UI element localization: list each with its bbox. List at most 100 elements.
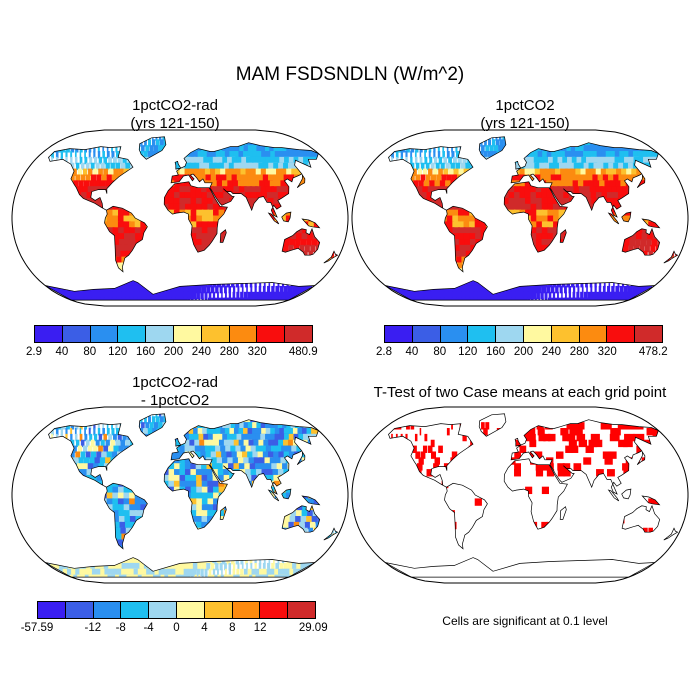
map-cell	[105, 256, 114, 264]
map-cell	[536, 239, 543, 247]
map-cell	[311, 428, 324, 436]
map-cell	[199, 168, 208, 176]
map-cell	[173, 197, 181, 206]
map-cell	[144, 439, 151, 448]
map-cell	[451, 151, 455, 159]
map-cell	[571, 156, 581, 165]
map-cell	[524, 274, 531, 282]
map-cell	[429, 136, 439, 141]
map-cell	[524, 186, 532, 194]
map-cell	[580, 209, 589, 218]
map-cell	[68, 533, 78, 541]
map-cell	[510, 145, 517, 153]
map-cell	[224, 498, 232, 506]
map-cell	[162, 239, 171, 247]
map-cell	[664, 203, 672, 212]
map-cell	[558, 221, 566, 229]
map-cell	[646, 180, 656, 188]
map-cell	[409, 239, 418, 247]
map-cell	[257, 221, 265, 229]
map-cell	[633, 139, 650, 147]
map-cell	[556, 256, 563, 264]
map-cell	[62, 480, 70, 489]
map-cell	[564, 268, 570, 276]
map-cell	[514, 274, 521, 282]
map-cell	[592, 274, 596, 282]
map-cell	[277, 139, 293, 147]
map-cell	[519, 239, 527, 247]
map-cell	[415, 162, 420, 171]
map-cell	[651, 256, 656, 264]
map-cell	[90, 451, 97, 459]
map-cell	[615, 268, 619, 276]
map-cell	[547, 209, 555, 218]
map-cell	[497, 233, 505, 241]
map-cell	[240, 445, 249, 453]
map-cell	[478, 151, 483, 159]
map-cell	[184, 463, 192, 471]
map-cell	[237, 533, 244, 541]
map-cell	[184, 162, 192, 171]
map-cell	[157, 239, 165, 247]
map-cell	[25, 239, 34, 246]
map-cell	[168, 504, 176, 512]
map-cell	[125, 521, 133, 530]
map-cell	[271, 186, 280, 194]
map-cell	[561, 291, 563, 300]
map-cell	[60, 428, 64, 436]
map-cell	[335, 504, 338, 512]
map-cell	[552, 197, 560, 206]
map-cell	[432, 192, 439, 200]
map-cell	[129, 474, 137, 483]
map-cell	[401, 221, 410, 229]
map-cell	[50, 492, 58, 500]
map-cell	[584, 136, 600, 141]
map-cell	[281, 445, 291, 453]
map-cell	[318, 203, 327, 212]
map-cell	[420, 239, 429, 247]
map-cell	[179, 463, 187, 471]
map-cell	[131, 527, 139, 536]
map-cell	[295, 516, 301, 524]
map-cell	[502, 233, 510, 241]
map-cell	[65, 428, 68, 436]
map-cell	[246, 209, 254, 218]
map-cell	[214, 268, 221, 276]
map-cell	[124, 197, 131, 206]
map-cell	[115, 422, 118, 430]
map-cell	[601, 136, 620, 141]
map-cell	[447, 262, 456, 270]
map-cell	[95, 215, 103, 223]
map-cell	[70, 156, 73, 165]
map-cell	[57, 445, 62, 453]
map-cell	[530, 203, 538, 212]
map-cell	[211, 297, 216, 301]
map-cell	[536, 203, 544, 212]
map-cell	[563, 162, 572, 171]
map-cell	[179, 445, 187, 453]
map-cell	[88, 428, 91, 436]
map-cell	[58, 268, 69, 276]
map-cell	[127, 174, 134, 182]
map-cell	[76, 244, 85, 253]
map-cell	[444, 280, 455, 288]
map-cell	[536, 209, 544, 218]
map-cell	[469, 227, 477, 235]
map-cell	[174, 244, 181, 253]
map-cell	[385, 192, 389, 200]
map-cell	[552, 291, 556, 300]
map-cell	[147, 457, 155, 465]
panel-2-title-line1: 1pctCO2	[495, 97, 555, 114]
map-cell	[442, 239, 451, 247]
map-cell	[152, 521, 160, 530]
map-cell	[212, 156, 221, 165]
map-cell	[405, 244, 414, 253]
map-cell	[316, 469, 325, 477]
map-cell	[385, 250, 390, 259]
map-cell	[571, 174, 580, 182]
map-cell	[369, 227, 377, 234]
map-cell	[106, 428, 110, 436]
map-cell	[502, 239, 511, 247]
map-cell	[62, 457, 68, 465]
map-cell	[168, 250, 176, 259]
